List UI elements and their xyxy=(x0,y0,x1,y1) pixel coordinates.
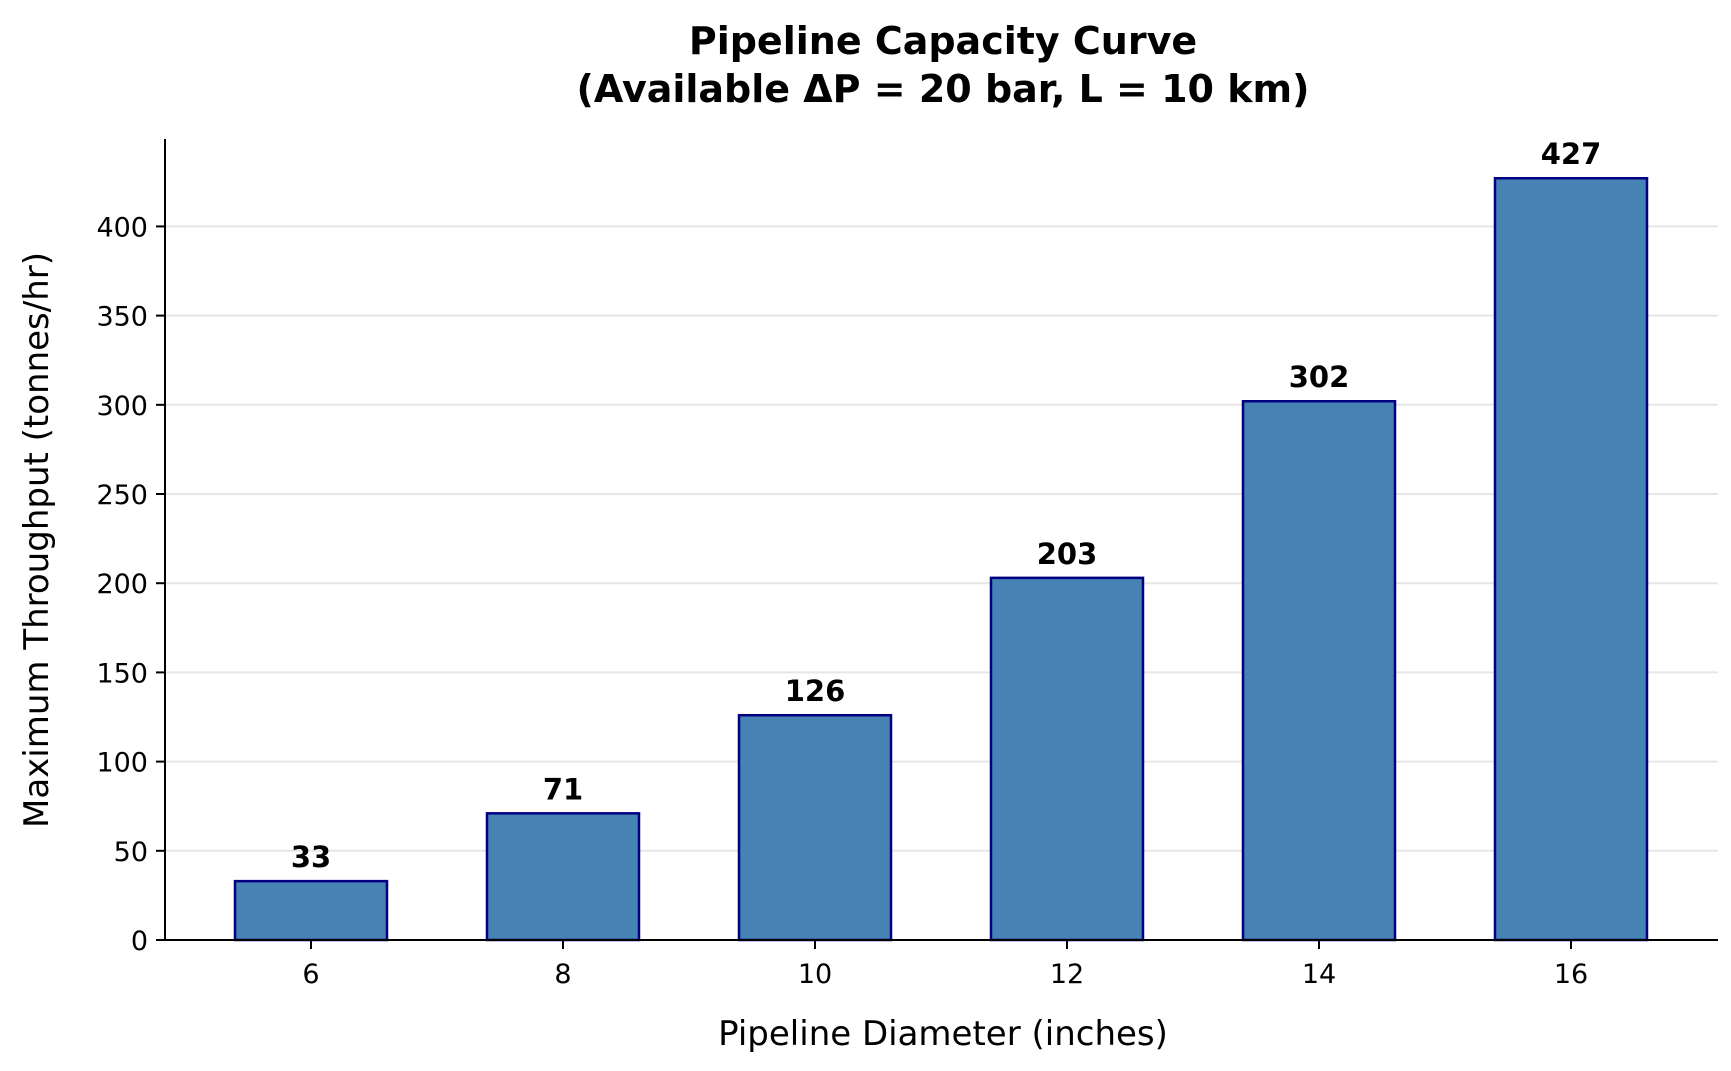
bar xyxy=(1493,176,1649,942)
y-tick-label: 0 xyxy=(131,926,148,957)
data-labels: 33 71 126 203 302 427 xyxy=(291,137,1601,874)
bar xyxy=(737,713,893,942)
y-tick-label: 150 xyxy=(96,658,148,689)
bar xyxy=(233,879,389,942)
bar-value-label: 71 xyxy=(543,772,583,806)
x-axis-label: Pipeline Diameter (inches) xyxy=(718,1014,1168,1054)
bar xyxy=(485,812,641,942)
x-tick-label: 6 xyxy=(302,959,319,990)
y-axis-label: Maximum Throughput (tonnes/hr) xyxy=(17,252,57,828)
y-tick-label: 250 xyxy=(96,480,148,511)
bar-value-label: 126 xyxy=(785,674,846,708)
x-tick-label: 8 xyxy=(554,959,571,990)
y-tick-label: 300 xyxy=(96,391,148,422)
x-tick-label: 12 xyxy=(1050,959,1084,990)
y-tick-label: 200 xyxy=(96,569,148,600)
x-tick-label: 14 xyxy=(1302,959,1336,990)
y-tick-label: 50 xyxy=(114,837,148,868)
y-ticks: 0 50 100 150 200 250 300 350 400 xyxy=(96,212,165,957)
bar-value-label: 302 xyxy=(1289,360,1350,394)
bar xyxy=(989,576,1145,942)
y-tick-label: 350 xyxy=(96,302,148,333)
y-tick-label: 100 xyxy=(96,748,148,779)
bar-value-label: 33 xyxy=(291,840,331,874)
x-tick-label: 10 xyxy=(798,959,832,990)
bars xyxy=(233,176,1649,942)
gridlines xyxy=(165,225,1718,852)
y-tick-label: 400 xyxy=(96,212,148,243)
x-ticks: 6 8 10 12 14 16 xyxy=(302,940,1588,990)
x-tick-label: 16 xyxy=(1554,959,1588,990)
chart-title: Pipeline Capacity Curve xyxy=(689,19,1197,63)
bar-value-label: 427 xyxy=(1541,137,1602,171)
bar-value-label: 203 xyxy=(1037,537,1098,571)
bar xyxy=(1241,399,1397,942)
chart-subtitle: (Available ΔP = 20 bar, L = 10 km) xyxy=(577,67,1310,111)
